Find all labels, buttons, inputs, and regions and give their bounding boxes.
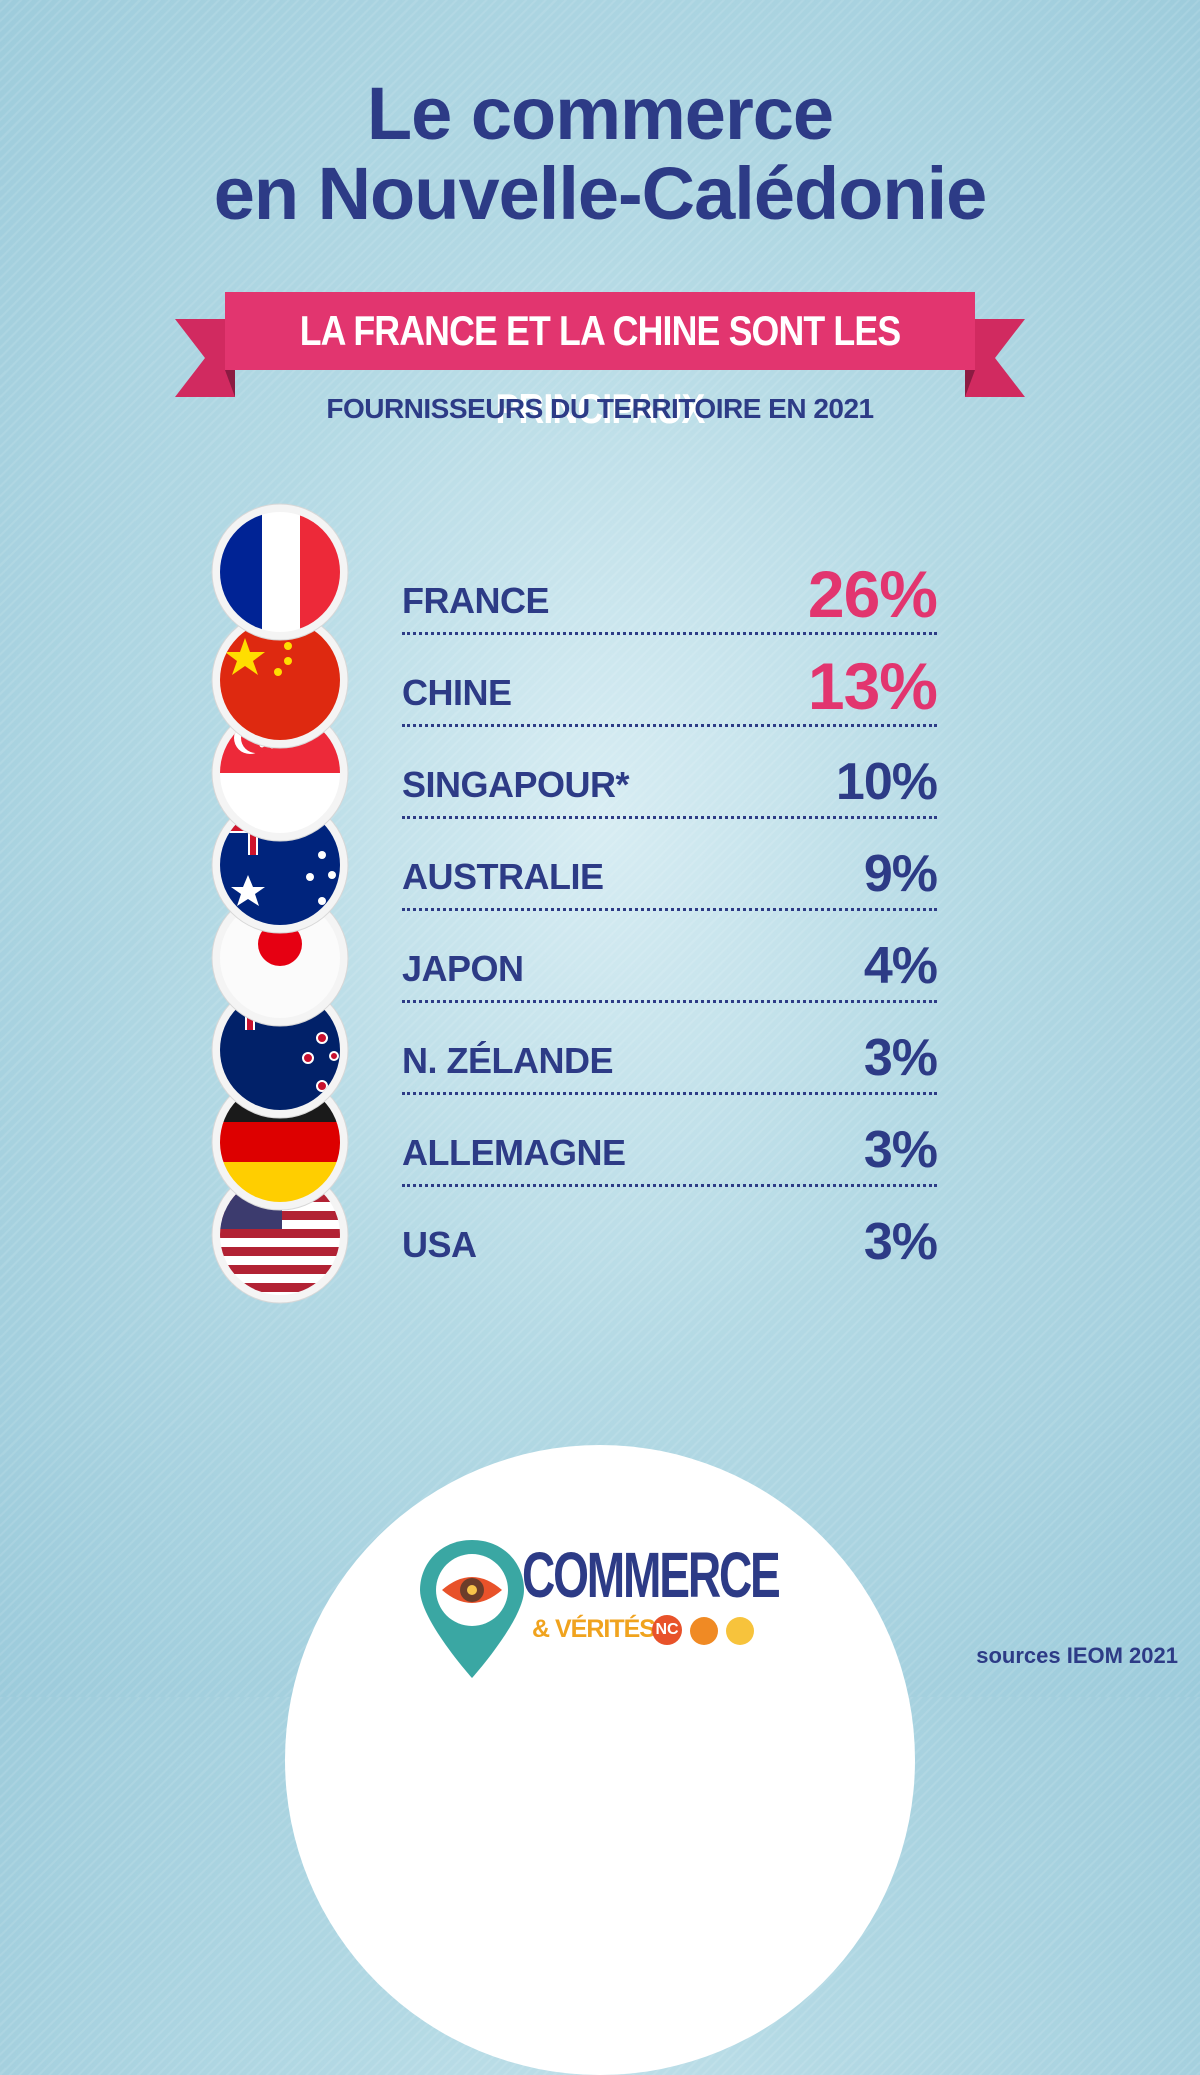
country-percentage: 4% xyxy=(863,937,938,995)
country-percentage: 3% xyxy=(863,1121,938,1179)
title-line-1: Le commerce xyxy=(366,72,834,155)
title-line-2: en Nouvelle-Calédonie xyxy=(213,152,988,235)
list-item: N. ZÉLANDE 3% xyxy=(402,1000,938,1095)
country-name: N. ZÉLANDE xyxy=(402,1040,614,1081)
logo-tagline: & VÉRITÉS xyxy=(532,1615,656,1643)
list-item: CHINE 13% xyxy=(402,632,938,727)
country-name: SINGAPOUR* xyxy=(402,764,630,805)
country-name: JAPON xyxy=(402,948,524,989)
country-percentage: 13% xyxy=(807,649,938,723)
country-percentage: 26% xyxy=(807,557,938,631)
country-name: FRANCE xyxy=(402,580,550,621)
location-pin-eye-icon xyxy=(420,1540,524,1678)
list-item: AUSTRALIE 9% xyxy=(402,816,938,911)
list-item: FRANCE 26% xyxy=(402,540,938,635)
ribbon-text: LA FRANCE ET LA CHINE SONT LES PRINCIPAU… xyxy=(299,307,901,432)
country-name: USA xyxy=(402,1224,477,1265)
country-percentage: 3% xyxy=(863,1213,938,1271)
country-name: CHINE xyxy=(402,672,512,713)
list-item: SINGAPOUR* 10% xyxy=(402,724,938,819)
france-flag-icon xyxy=(210,502,350,642)
source-note: sources IEOM 2021 xyxy=(976,1643,1178,1668)
country-name: ALLEMAGNE xyxy=(402,1132,626,1173)
subtitle: FOURNISSEURS DU TERRITOIRE EN 2021 xyxy=(326,393,874,424)
logo-badge: NC xyxy=(652,1615,682,1645)
country-name: AUSTRALIE xyxy=(402,856,604,897)
list-item: ALLEMAGNE 3% xyxy=(402,1092,938,1187)
logo-name: COMMERCE xyxy=(522,1539,781,1611)
logo-dots-icon xyxy=(690,1617,754,1645)
list-item: JAPON 4% xyxy=(402,908,938,1003)
country-percentage: 9% xyxy=(863,845,938,903)
list-item: USA 3% xyxy=(402,1184,938,1276)
country-percentage: 3% xyxy=(863,1029,938,1087)
ribbon-banner xyxy=(175,292,1025,397)
country-percentage: 10% xyxy=(835,753,938,811)
